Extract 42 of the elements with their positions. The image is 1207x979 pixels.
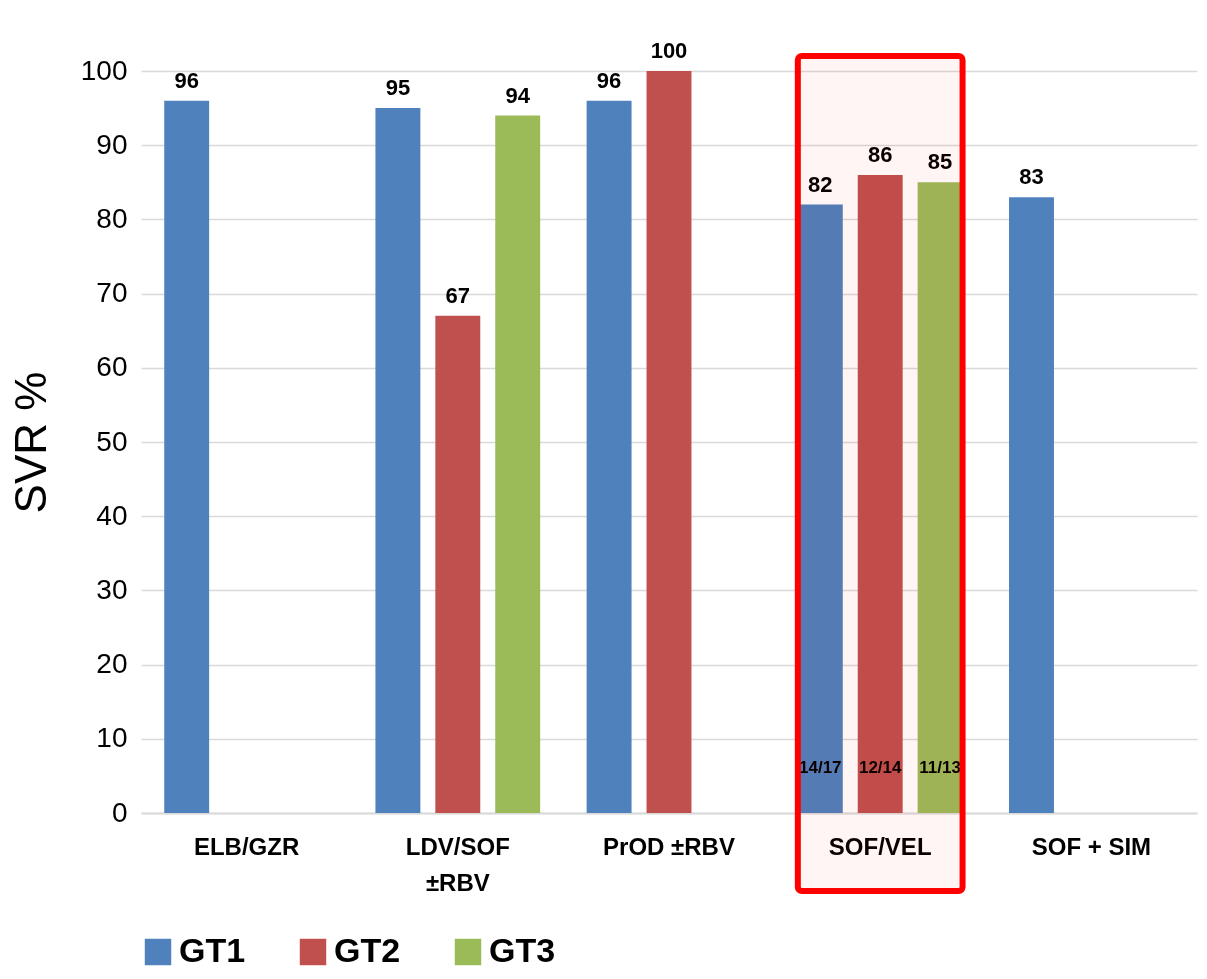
legend-label: GT2 [334, 931, 401, 969]
data-label: 85 [927, 149, 953, 175]
data-label: 95 [385, 75, 411, 101]
y-axis-title: SVR % [5, 371, 55, 514]
data-label: 94 [505, 82, 531, 108]
bar [797, 204, 843, 813]
y-tick-label: 70 [96, 277, 128, 309]
data-label: 67 [445, 282, 471, 308]
y-tick-label: 80 [96, 202, 128, 234]
bar [375, 108, 421, 813]
x-tick-label: SOF + SIM [1031, 832, 1152, 860]
y-tick-label: 0 [111, 796, 128, 828]
data-label: 82 [808, 171, 833, 197]
data-label: 100 [650, 38, 688, 63]
y-tick-label: 40 [96, 499, 128, 531]
bar [495, 115, 541, 813]
y-tick-label: 50 [96, 425, 128, 457]
y-tick-label: 10 [96, 722, 128, 754]
bar [435, 315, 481, 813]
y-tick-label: 100 [80, 54, 128, 86]
y-tick-label: 30 [96, 573, 128, 605]
data-label: 96 [174, 67, 199, 93]
bar [164, 100, 210, 813]
bar [1009, 197, 1054, 813]
x-tick-label: ELB/GZR [193, 832, 300, 860]
data-label: 83 [1019, 164, 1044, 190]
bar [857, 174, 903, 813]
bar [646, 71, 692, 813]
legend-label: GT1 [179, 931, 246, 969]
y-tick-label: 60 [96, 351, 128, 383]
data-label: 86 [867, 141, 893, 167]
annotation: 11/13 [919, 758, 961, 778]
bar [917, 182, 963, 813]
annotation: 12/14 [858, 758, 903, 778]
x-tick-label: PrOD ±RBV [603, 832, 735, 860]
legend-label: GT3 [489, 931, 556, 969]
bar [586, 100, 632, 813]
x-tick-label: SOF/VEL [828, 832, 932, 860]
data-label: 96 [596, 67, 622, 93]
y-tick-label: 90 [96, 128, 128, 160]
y-tick-label: 20 [96, 648, 128, 680]
x-tick-label: LDV/SOF ±RBV [405, 832, 510, 896]
